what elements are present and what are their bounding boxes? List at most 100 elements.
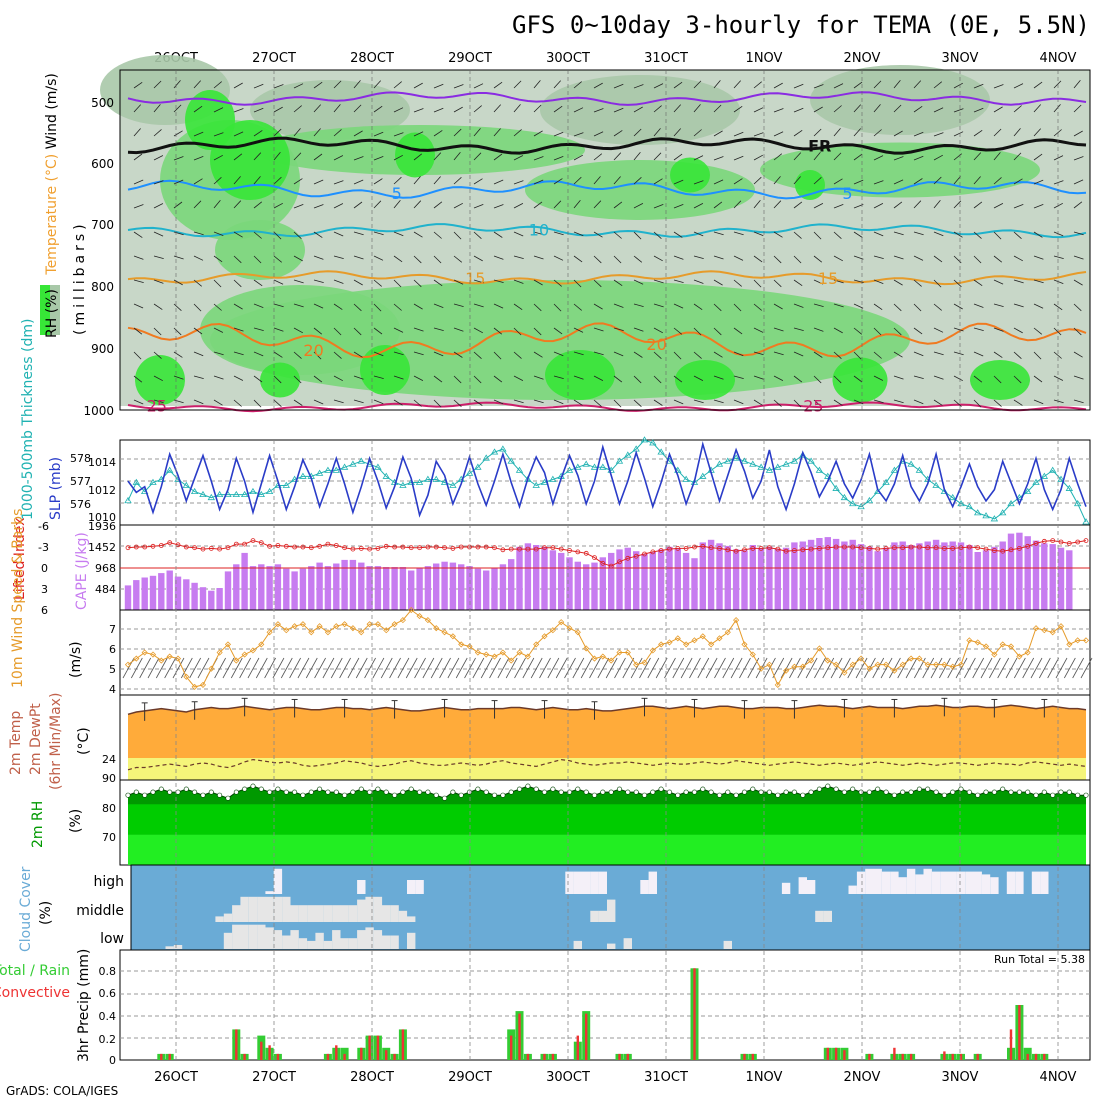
li-point (375, 546, 381, 551)
bottom-date-label: 27OCT (252, 1070, 296, 1085)
wind-barb (853, 231, 863, 238)
wind-barb (633, 203, 644, 209)
thickness-point (132, 478, 141, 485)
wind10m-barb (505, 657, 518, 679)
wind10m-barb (689, 657, 701, 679)
li-point (292, 544, 298, 550)
wind-barb (133, 327, 143, 335)
rh2m-point (941, 792, 947, 798)
wind10m-point (749, 651, 756, 658)
wind-barb (933, 154, 943, 161)
wind-barb (293, 128, 301, 137)
wind-barb (993, 128, 1002, 137)
rh2m-point (1008, 789, 1014, 795)
li-point (1033, 541, 1039, 546)
wind-barb (173, 255, 184, 260)
li-point (792, 548, 797, 553)
wind-barb (153, 180, 164, 185)
thickness-point (165, 466, 174, 473)
temp2m-fill (127, 697, 1087, 780)
wind-barb (253, 201, 263, 209)
wind-barb (733, 351, 744, 357)
rh2m-point (167, 789, 173, 795)
wind-barb (753, 255, 763, 263)
cape-bar (524, 543, 532, 610)
wind-barb (613, 83, 624, 89)
cloud-bar (815, 910, 824, 922)
wind10m-point (316, 623, 323, 630)
wind10m-point (424, 617, 431, 624)
cape-bar (891, 542, 898, 610)
wind-barb (153, 203, 164, 209)
wind-barb (933, 231, 944, 237)
cloud-bar (332, 930, 341, 949)
thickness-point (774, 463, 782, 470)
precip-conv-label: Convective (0, 985, 70, 1001)
thickness-point (782, 460, 790, 467)
thickness-point (290, 475, 299, 482)
rh2m-point (925, 786, 931, 792)
cloud-bar (956, 871, 966, 894)
wind-barb (413, 351, 424, 356)
cloud-bar (415, 880, 424, 894)
rh2m-point (558, 789, 564, 795)
wind-barb (913, 178, 923, 185)
wind-barb (733, 375, 744, 379)
cloud-bar (307, 940, 316, 949)
wind10m-barb (889, 657, 901, 679)
li-point (517, 546, 522, 552)
wind-barb (453, 177, 462, 185)
cape-bar (991, 546, 998, 610)
wind-barb (213, 177, 222, 185)
li-point (283, 543, 289, 549)
wind-barb (173, 231, 184, 236)
wind-barb (533, 130, 543, 137)
wind-barb (473, 231, 482, 239)
rh2m-point (641, 792, 647, 798)
rh-axis-label: RH (%) (44, 289, 60, 338)
cape-bar (707, 539, 715, 610)
rh2m-point (233, 789, 239, 795)
wind-barb (713, 399, 724, 404)
y-tick-label: 500 (91, 96, 114, 110)
wind-barb (873, 399, 884, 404)
cloud-bar (948, 871, 957, 894)
wind-barb (493, 255, 504, 260)
cape-bar (724, 545, 731, 610)
cloud-bar (257, 896, 266, 922)
wind-barb (333, 104, 341, 113)
cloud-bar (848, 885, 857, 894)
cape-bar (866, 546, 873, 610)
cape-bar (133, 580, 140, 610)
wind-barb (493, 204, 504, 209)
cloud-bar (806, 880, 816, 894)
thickness-point (1082, 518, 1090, 525)
cloud-bar (407, 880, 416, 894)
thickness-point (949, 493, 957, 501)
wind10m-barb (272, 657, 285, 679)
chart-title: GFS 0~10day 3-hourly for TEMA (0E, 5.5N) (512, 11, 1090, 39)
cape-bar (907, 545, 915, 610)
temp-contour (127, 322, 1087, 359)
cape-bar (416, 567, 423, 610)
rh2m-band (128, 834, 1086, 865)
wind10m-barb (489, 657, 501, 679)
cape-bar (1049, 544, 1056, 610)
wind-barb (173, 303, 182, 311)
wind-barb (693, 303, 703, 311)
rh2m-point (267, 789, 273, 795)
rh2m-point (358, 786, 364, 792)
wind-barb (1073, 179, 1084, 185)
wind-barb (613, 201, 623, 209)
wind-barb (1053, 375, 1064, 381)
wind-barb (273, 176, 282, 185)
cape-bar (208, 590, 215, 610)
wind-barb (213, 279, 222, 288)
cape-bar (741, 550, 748, 610)
wind10m-point (524, 653, 531, 660)
li-point (675, 546, 681, 551)
cape-bar (674, 548, 681, 610)
wind-barb (913, 255, 924, 261)
wind-barb (453, 351, 463, 358)
wind-barb (373, 200, 382, 209)
